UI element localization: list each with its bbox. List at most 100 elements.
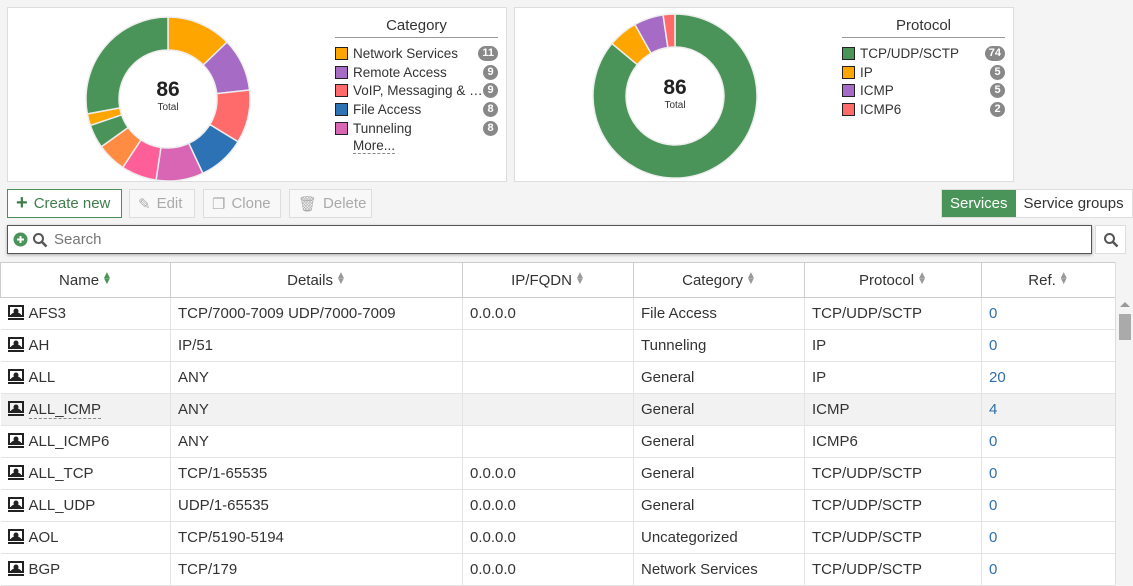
donut-segment-0[interactable] — [592, 13, 758, 179]
cell-ipfqdn — [462, 361, 634, 394]
legend-swatch — [335, 102, 348, 116]
scrollbar[interactable] — [1115, 262, 1133, 583]
cell-value[interactable]: 0 — [989, 465, 998, 482]
column-header[interactable]: Details ▲ ▼ — [170, 262, 463, 298]
cell-ipfqdn — [462, 393, 634, 426]
cell-value: IP — [812, 337, 827, 354]
service-name[interactable]: AH — [28, 337, 50, 354]
table-row[interactable]: AFS3 TCP/7000-7009 UDP/7000-7009 0.0.0.0 Fi… — [0, 297, 1116, 330]
create-new-button[interactable]: + Create new — [7, 189, 122, 218]
service-icon — [7, 465, 24, 480]
edit-button[interactable]: ✎ Edit — [129, 189, 195, 218]
services-tab[interactable]: Services — [942, 190, 1016, 217]
sort-icon[interactable]: ▲ ▼ — [745, 269, 756, 287]
delete-button[interactable]: 🗑 Delete — [289, 189, 372, 218]
service-name[interactable]: ALL_ICMP — [28, 401, 102, 419]
legend-item[interactable]: VoIP, Messaging & Other Applications9 — [335, 81, 498, 100]
trash-icon: 🗑 — [298, 195, 318, 213]
service-icon — [7, 369, 24, 384]
legend-item[interactable]: Tunneling 8 — [335, 119, 498, 138]
cell-ref: 0 — [981, 329, 1116, 362]
search-icon — [33, 232, 48, 247]
table-row[interactable]: ALL_ICMP6 ANY General ICMP6 0 — [0, 425, 1116, 458]
cell-details: IP/51 — [170, 329, 463, 362]
table-row[interactable]: ALL_TCP TCP/1-65535 0.0.0.0 General TCP/UDP/… — [0, 457, 1116, 490]
column-label: Details — [287, 271, 333, 289]
clone-label: Clone — [231, 195, 271, 212]
cell-value: TCP/5190-5194 — [178, 529, 284, 546]
service-name[interactable]: ALL — [28, 369, 56, 386]
service-name[interactable]: ALL_UDP — [28, 497, 96, 514]
service-name[interactable]: BGP — [28, 561, 61, 578]
service-groups-tab[interactable]: Service groups — [1023, 195, 1124, 212]
cell-name: ALL_UDP — [0, 489, 171, 522]
table-row[interactable]: AH IP/51 Tunneling IP 0 — [0, 329, 1116, 362]
cell-value[interactable]: 20 — [989, 369, 1006, 386]
sort-icon[interactable]: ▲ ▼ — [1058, 269, 1069, 287]
cell-value: General — [641, 433, 695, 450]
plus-icon: + — [16, 192, 28, 214]
cell-ref: 4 — [981, 393, 1116, 426]
cell-protocol: TCP/UDP/SCTP — [804, 457, 982, 490]
service-name[interactable]: AFS3 — [28, 305, 67, 322]
cell-value[interactable]: 4 — [989, 401, 998, 418]
legend-item[interactable]: IP 5 — [842, 63, 1005, 82]
legend-item[interactable]: File Access 8 — [335, 100, 498, 119]
sort-icon[interactable]: ▲ ▼ — [335, 269, 346, 287]
sort-icon[interactable]: ▲ ▼ — [917, 269, 927, 287]
cell-details: TCP/7000-7009 UDP/7000-7009 — [170, 297, 463, 330]
table-row[interactable]: ALL ANY General IP 20 — [0, 361, 1116, 394]
column-header[interactable]: Name ▲ ▼ — [0, 262, 171, 298]
clone-button[interactable]: ❐ Clone — [203, 189, 281, 218]
category-chart-panel: 86 Total Category Network Services 11 Remot… — [7, 7, 507, 182]
donut-segment-3[interactable] — [662, 13, 676, 49]
cell-value[interactable]: 0 — [989, 433, 998, 450]
column-label: Protocol — [859, 271, 915, 289]
table-row[interactable]: ALL_UDP UDP/1-65535 0.0.0.0 General TCP/UDP/… — [0, 489, 1116, 522]
cell-value: General — [641, 369, 695, 386]
table-row[interactable]: ALL_ICMP ANY General ICMP 4 — [0, 393, 1116, 426]
service-name[interactable]: AOL — [28, 529, 59, 546]
add-filter-icon[interactable] — [13, 232, 28, 247]
cell-ipfqdn — [462, 329, 634, 362]
scroll-thumb[interactable] — [1119, 314, 1131, 340]
legend-item[interactable]: Network Services 11 — [335, 44, 498, 63]
legend-item[interactable]: ICMP 5 — [842, 81, 1005, 100]
legend-item[interactable]: TCP/UDP/SCTP 74 — [842, 44, 1005, 63]
cell-value: 0.0.0.0 — [470, 529, 516, 546]
service-name[interactable]: ALL_ICMP6 — [28, 433, 110, 450]
total-label: Total — [664, 100, 686, 111]
table-row[interactable]: BGP TCP/179 0.0.0.0 Network Services TCP/UDP… — [0, 553, 1116, 586]
search-button[interactable] — [1095, 225, 1126, 254]
table-row[interactable]: AOL TCP/5190-5194 0.0.0.0 Uncategorized TCP/… — [0, 521, 1116, 554]
column-header[interactable]: Protocol ▲ ▼ — [804, 262, 982, 298]
cell-name: ALL — [0, 361, 171, 394]
cell-value[interactable]: 0 — [989, 337, 998, 354]
cell-value[interactable]: 0 — [989, 561, 998, 578]
sort-icon[interactable]: ▲ ▼ — [574, 269, 585, 287]
donut-segment-9[interactable] — [85, 16, 169, 115]
legend-title: Protocol — [842, 17, 1005, 38]
cell-details: TCP/5190-5194 — [170, 521, 463, 554]
search-input[interactable] — [52, 230, 1091, 249]
column-header[interactable]: Ref. ▲ ▼ — [981, 262, 1116, 298]
column-header[interactable]: Category ▲ ▼ — [633, 262, 805, 298]
cell-value[interactable]: 0 — [989, 497, 998, 514]
legend-item[interactable]: Remote Access 9 — [335, 63, 498, 82]
scroll-up-arrow[interactable] — [1120, 302, 1130, 307]
more-link[interactable]: More... — [353, 138, 396, 155]
cell-value[interactable]: 0 — [989, 305, 998, 322]
legend-swatch — [335, 121, 348, 135]
column-header[interactable]: IP/FQDN ▲ ▼ — [462, 262, 634, 298]
cell-value: TCP/1-65535 — [178, 465, 268, 482]
protocol-legend: Protocol TCP/UDP/SCTP 74 IP 5 ICMP 5 ICMP6 2 — [842, 17, 1005, 119]
legend-label: VoIP, Messaging & Other Applications — [353, 83, 483, 99]
cell-protocol: TCP/UDP/SCTP — [804, 553, 982, 586]
cell-value: ICMP6 — [812, 433, 858, 450]
legend-label: ICMP — [860, 83, 894, 99]
service-name[interactable]: ALL_TCP — [28, 465, 94, 482]
cell-value[interactable]: 0 — [989, 529, 998, 546]
cell-name: ALL_TCP — [0, 457, 171, 490]
legend-item[interactable]: ICMP6 2 — [842, 100, 1005, 119]
sort-icon[interactable]: ▲ ▼ — [102, 269, 112, 287]
